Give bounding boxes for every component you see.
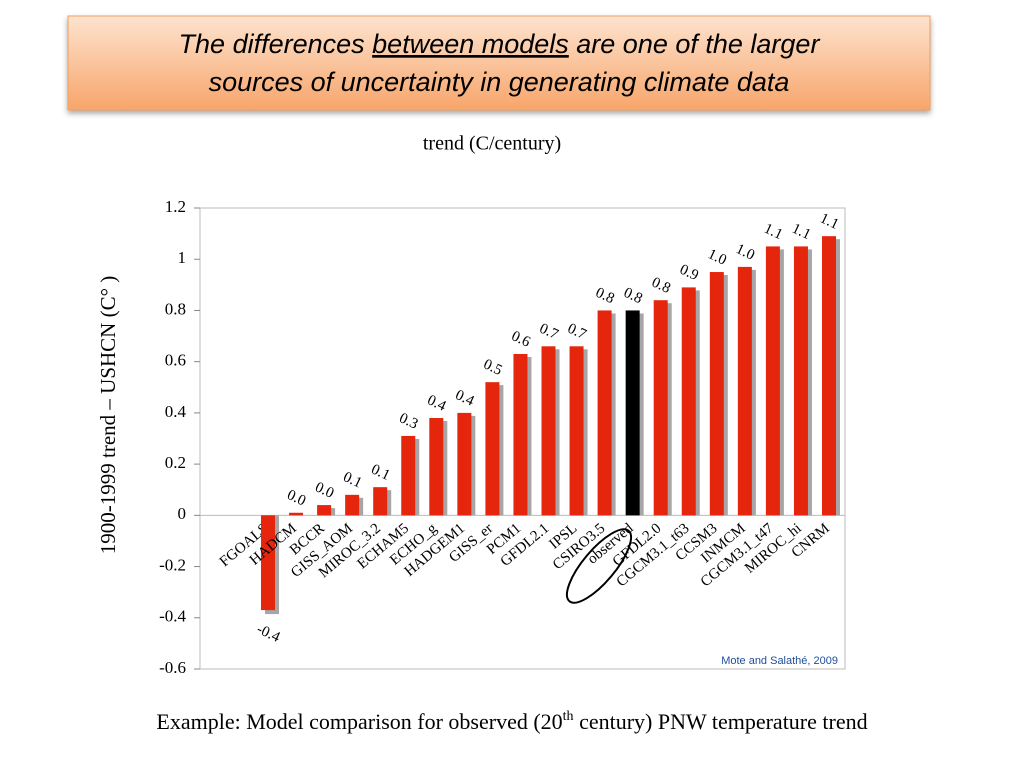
- plot-frame: [199, 207, 846, 670]
- bar: [261, 515, 275, 611]
- y-tick-label: -0.6: [159, 658, 186, 677]
- bar: [541, 346, 556, 516]
- value-label: 0.4: [453, 387, 477, 410]
- bar: [765, 246, 780, 516]
- value-label: 0.9: [677, 262, 701, 284]
- y-tick-label: -0.2: [159, 555, 186, 574]
- bar: [625, 310, 640, 516]
- value-label: 0.8: [621, 285, 645, 307]
- caption-superscript: th: [563, 709, 574, 724]
- y-tick-label: 0.4: [165, 402, 187, 421]
- observed-highlight: [565, 528, 633, 604]
- bar: [737, 266, 752, 516]
- value-label: -0.4: [254, 621, 283, 646]
- value-label: 1.0: [733, 241, 757, 263]
- heading-line: sources of uncertainty in generating cli…: [209, 67, 790, 97]
- value-label: 0.7: [565, 321, 589, 344]
- bar: [345, 494, 360, 516]
- bar: [373, 487, 388, 516]
- value-label: 0.4: [425, 392, 449, 415]
- value-label: 1.1: [789, 221, 813, 243]
- value-label: 0.1: [341, 469, 365, 491]
- heading-text: The differences: [179, 29, 373, 59]
- y-tick-label: 1: [178, 248, 187, 267]
- value-label: 0.8: [593, 285, 617, 307]
- bar: [401, 435, 416, 516]
- value-label: 1.0: [705, 246, 729, 268]
- bar: [317, 505, 332, 516]
- bar: [597, 310, 612, 516]
- caption-text: century) PNW temperature trend: [574, 709, 868, 734]
- value-label: 0.0: [284, 487, 308, 509]
- value-label: 0.0: [312, 479, 336, 501]
- value-label: 0.8: [649, 274, 673, 296]
- heading-line: The differences between models are one o…: [179, 29, 821, 59]
- y-tick-label: 0.6: [165, 351, 186, 370]
- source-note: Mote and Salathé, 2009: [721, 655, 838, 667]
- y-tick-label: -0.4: [159, 607, 186, 626]
- bar: [513, 353, 528, 516]
- caption-text: Example: Model comparison for observed (…: [156, 709, 562, 734]
- value-label: 1.1: [761, 221, 785, 243]
- bar: [653, 300, 668, 516]
- y-tick-label: 1.2: [165, 197, 186, 216]
- y-axis-label: 1900-1999 trend – USHCN (C° ): [96, 276, 120, 554]
- heading-text: are one of the larger: [569, 29, 821, 59]
- bar: [681, 287, 696, 516]
- value-label: 0.1: [369, 461, 393, 483]
- bar: [289, 512, 304, 516]
- y-tick-label: 0.2: [165, 453, 186, 472]
- bar: [485, 382, 500, 516]
- value-label: 0.7: [537, 321, 561, 344]
- bar: [709, 272, 724, 516]
- value-label: 0.3: [397, 410, 421, 432]
- bar: [457, 412, 472, 516]
- caption: Example: Model comparison for observed (…: [156, 709, 867, 734]
- bar: [793, 246, 808, 516]
- heading-box: [67, 15, 931, 111]
- y-tick-label: 0: [178, 504, 187, 523]
- bar: [429, 418, 444, 516]
- y-tick-label: 0.8: [165, 299, 186, 318]
- bar: [569, 346, 584, 516]
- bar: [822, 236, 836, 516]
- value-label: 0.5: [481, 356, 505, 378]
- heading-emphasis: between models: [372, 29, 569, 59]
- value-label: 1.1: [817, 210, 841, 232]
- value-label: 0.6: [509, 328, 533, 351]
- chart-title: trend (C/century): [423, 133, 561, 155]
